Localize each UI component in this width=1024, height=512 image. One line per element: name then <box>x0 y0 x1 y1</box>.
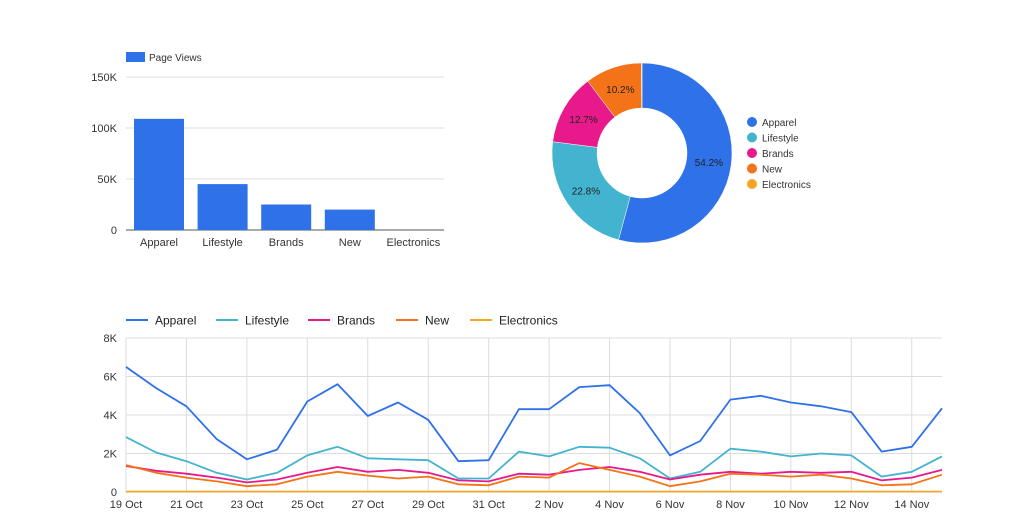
x-tick-label: 31 Oct <box>472 499 504 511</box>
legend-label: Brands <box>337 314 375 328</box>
legend-swatch <box>747 163 757 174</box>
legend-label: Lifestyle <box>245 314 289 328</box>
y-tick-label: 0 <box>111 487 117 499</box>
x-tick-label: 6 Nov <box>656 499 685 511</box>
x-tick-label: 14 Nov <box>894 499 929 511</box>
legend-swatch <box>747 148 757 158</box>
bar <box>324 209 375 230</box>
legend-label: New <box>762 165 783 176</box>
x-tick-label: 12 Nov <box>834 499 869 511</box>
x-tick-label: New <box>339 237 361 249</box>
y-tick-label: 50K <box>97 174 117 186</box>
x-tick-label: 19 Oct <box>110 499 142 511</box>
x-tick-label: Brands <box>269 237 304 249</box>
legend-swatch <box>747 132 757 143</box>
x-tick-label: 4 Nov <box>595 499 624 511</box>
series-line <box>125 436 943 481</box>
x-tick-label: 29 Oct <box>412 499 444 511</box>
slice-value-label: 54.2% <box>695 158 723 169</box>
y-tick-label: 100K <box>91 123 117 135</box>
y-tick-label: 150K <box>91 72 117 84</box>
x-tick-label: 25 Oct <box>291 499 323 511</box>
legend-label: Apparel <box>155 314 196 328</box>
x-tick-label: 8 Nov <box>716 499 745 511</box>
legend-swatch <box>747 179 757 189</box>
y-tick-label: 8K <box>104 333 118 345</box>
y-tick-label: 0 <box>111 225 117 237</box>
bar <box>261 204 312 230</box>
legend-swatch <box>747 117 757 127</box>
series-line <box>125 465 943 484</box>
x-tick-label: 2 Nov <box>535 499 564 511</box>
legend-label: Page Views <box>149 53 202 64</box>
series-line <box>125 462 943 488</box>
legend-swatch <box>126 52 145 62</box>
x-tick-label: 21 Oct <box>170 499 202 511</box>
x-tick-label: Lifestyle <box>202 237 242 249</box>
legend-label: Brands <box>762 149 794 160</box>
slice-value-label: 10.2% <box>606 85 634 96</box>
x-tick-label: Electronics <box>387 237 441 249</box>
legend-label: Electronics <box>762 180 811 191</box>
legend-label: Lifestyle <box>762 134 799 145</box>
donut-chart: 54.2% 22.8% 12.7% 10.2% Apparel Lifestyle Bran… <box>551 62 811 244</box>
series-line <box>125 366 943 463</box>
y-tick-label: 6K <box>104 372 118 384</box>
donut-slice <box>551 141 631 241</box>
bar <box>134 118 184 230</box>
x-tick-label: 23 Oct <box>231 499 263 511</box>
legend-label: New <box>425 314 449 328</box>
y-tick-label: 2K <box>104 449 118 461</box>
line-chart: 0 2K 4K 6K 8K 19 Oct 21 Oct 23 Oct 25 Oct 27 Oct 2… <box>104 314 943 511</box>
donut-slice <box>641 62 643 109</box>
bar <box>197 184 248 230</box>
x-tick-label: Apparel <box>140 237 178 249</box>
legend-label: Apparel <box>762 118 796 129</box>
x-tick-label: 27 Oct <box>352 499 384 511</box>
donut-slice <box>618 62 733 244</box>
x-tick-label: 10 Nov <box>773 499 808 511</box>
y-tick-label: 4K <box>104 410 118 422</box>
slice-value-label: 12.7% <box>569 115 597 126</box>
legend-label: Electronics <box>499 314 558 328</box>
slice-value-label: 22.8% <box>572 187 600 198</box>
bar-chart: 0 50K 100K 150K Apparel Lifestyle Brands New Ele… <box>91 52 444 249</box>
